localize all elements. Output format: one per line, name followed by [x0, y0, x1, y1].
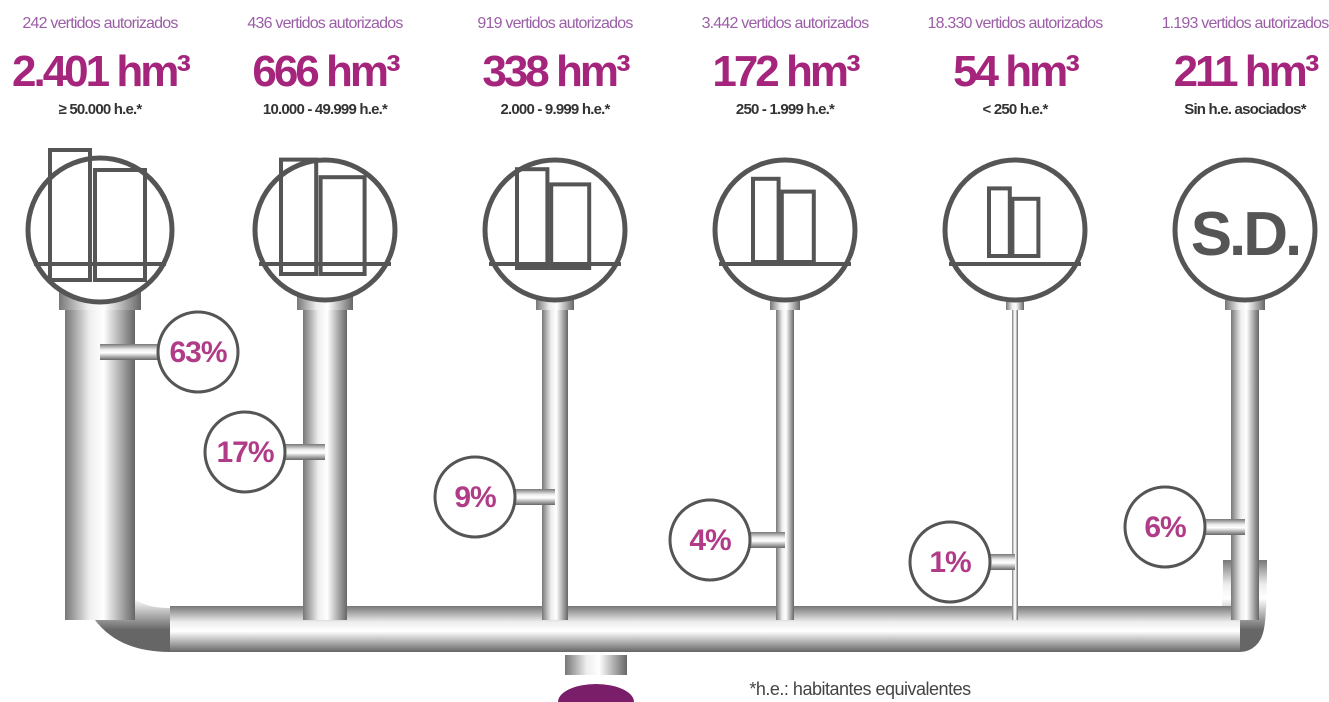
- gauge-stem: [1201, 519, 1245, 535]
- percent: 6%: [1144, 511, 1186, 544]
- icon-building: [515, 167, 550, 270]
- count: 436 vertidos autorizados: [247, 15, 403, 32]
- count: 919 vertidos autorizados: [477, 15, 633, 32]
- pipe: [1012, 290, 1018, 620]
- volume: 666 hm³: [252, 47, 400, 96]
- percent: 63%: [169, 336, 226, 369]
- gauge-stem: [281, 444, 325, 460]
- volume: 172 hm³: [712, 47, 860, 96]
- range: Sin h.e. asociados*: [1184, 101, 1306, 118]
- gauge: [156, 310, 240, 394]
- icon-building: [279, 157, 319, 277]
- icon-building: [48, 148, 92, 282]
- icon-text: S.D.: [1191, 200, 1300, 269]
- count: 18.330 vertidos autorizados: [928, 15, 1104, 32]
- volume: 2.401 hm³: [12, 47, 190, 96]
- icon-circle: [482, 157, 628, 303]
- icon-building: [987, 186, 1012, 258]
- pipe: [1231, 290, 1259, 620]
- icon-building: [318, 175, 367, 276]
- percent: 4%: [689, 524, 731, 557]
- icon-circle: [252, 157, 398, 303]
- range: 2.000 - 9.999 h.e.*: [500, 101, 610, 118]
- percent: 17%: [216, 436, 273, 469]
- gauge-stem: [746, 532, 785, 548]
- range: ≥ 50.000 h.e.*: [59, 101, 143, 118]
- gauge-stem: [100, 344, 162, 360]
- range: < 250 h.e.*: [983, 101, 1049, 118]
- range: 250 - 1.999 h.e.*: [736, 101, 835, 118]
- column: 436 vertidos autorizados 666 hm³ 10.000 - …: [203, 15, 404, 620]
- percent: 9%: [454, 481, 496, 514]
- gauge: [908, 520, 992, 604]
- range: 10.000 - 49.999 h.e.*: [263, 101, 388, 118]
- icon-building: [93, 168, 147, 282]
- count: 1.193 vertidos autorizados: [1162, 15, 1329, 32]
- gauge-stem: [511, 489, 555, 505]
- volume: 54 hm³: [953, 47, 1079, 96]
- main-pipe: [78, 559, 1267, 702]
- gauge: [1123, 485, 1207, 569]
- icon-building: [1010, 196, 1041, 259]
- gauge: [668, 498, 752, 582]
- volume: 211 hm³: [1174, 47, 1319, 96]
- column: 919 vertidos autorizados 338 hm³ 2.000 - 9…: [433, 15, 634, 620]
- footnote: *h.e.: habitantes equivalentes: [749, 679, 971, 699]
- gauge-stem: [986, 554, 1015, 570]
- pipe: [65, 290, 135, 620]
- gauge: [203, 410, 287, 494]
- icon-circle: [942, 157, 1088, 303]
- count: 3.442 vertidos autorizados: [702, 15, 870, 32]
- count: 242 vertidos autorizados: [22, 15, 178, 32]
- pipe: [542, 290, 568, 620]
- column: 3.442 vertidos autorizados 172 hm³ 250 - 1…: [668, 15, 870, 620]
- column: 18.330 vertidos autorizados 54 hm³ < 250 h…: [908, 15, 1104, 620]
- volume: 338 hm³: [482, 47, 630, 96]
- icon-building: [549, 182, 592, 270]
- percent: 1%: [929, 546, 971, 579]
- column: 1.193 vertidos autorizados 211 hm³ Sin h.e…: [1123, 15, 1329, 620]
- icon-circle: [712, 157, 858, 303]
- column: 242 vertidos autorizados 2.401 hm³ ≥ 50.00…: [12, 15, 240, 620]
- gauge: [433, 455, 517, 539]
- pipe: [776, 290, 794, 620]
- icon-circle: [1172, 157, 1318, 303]
